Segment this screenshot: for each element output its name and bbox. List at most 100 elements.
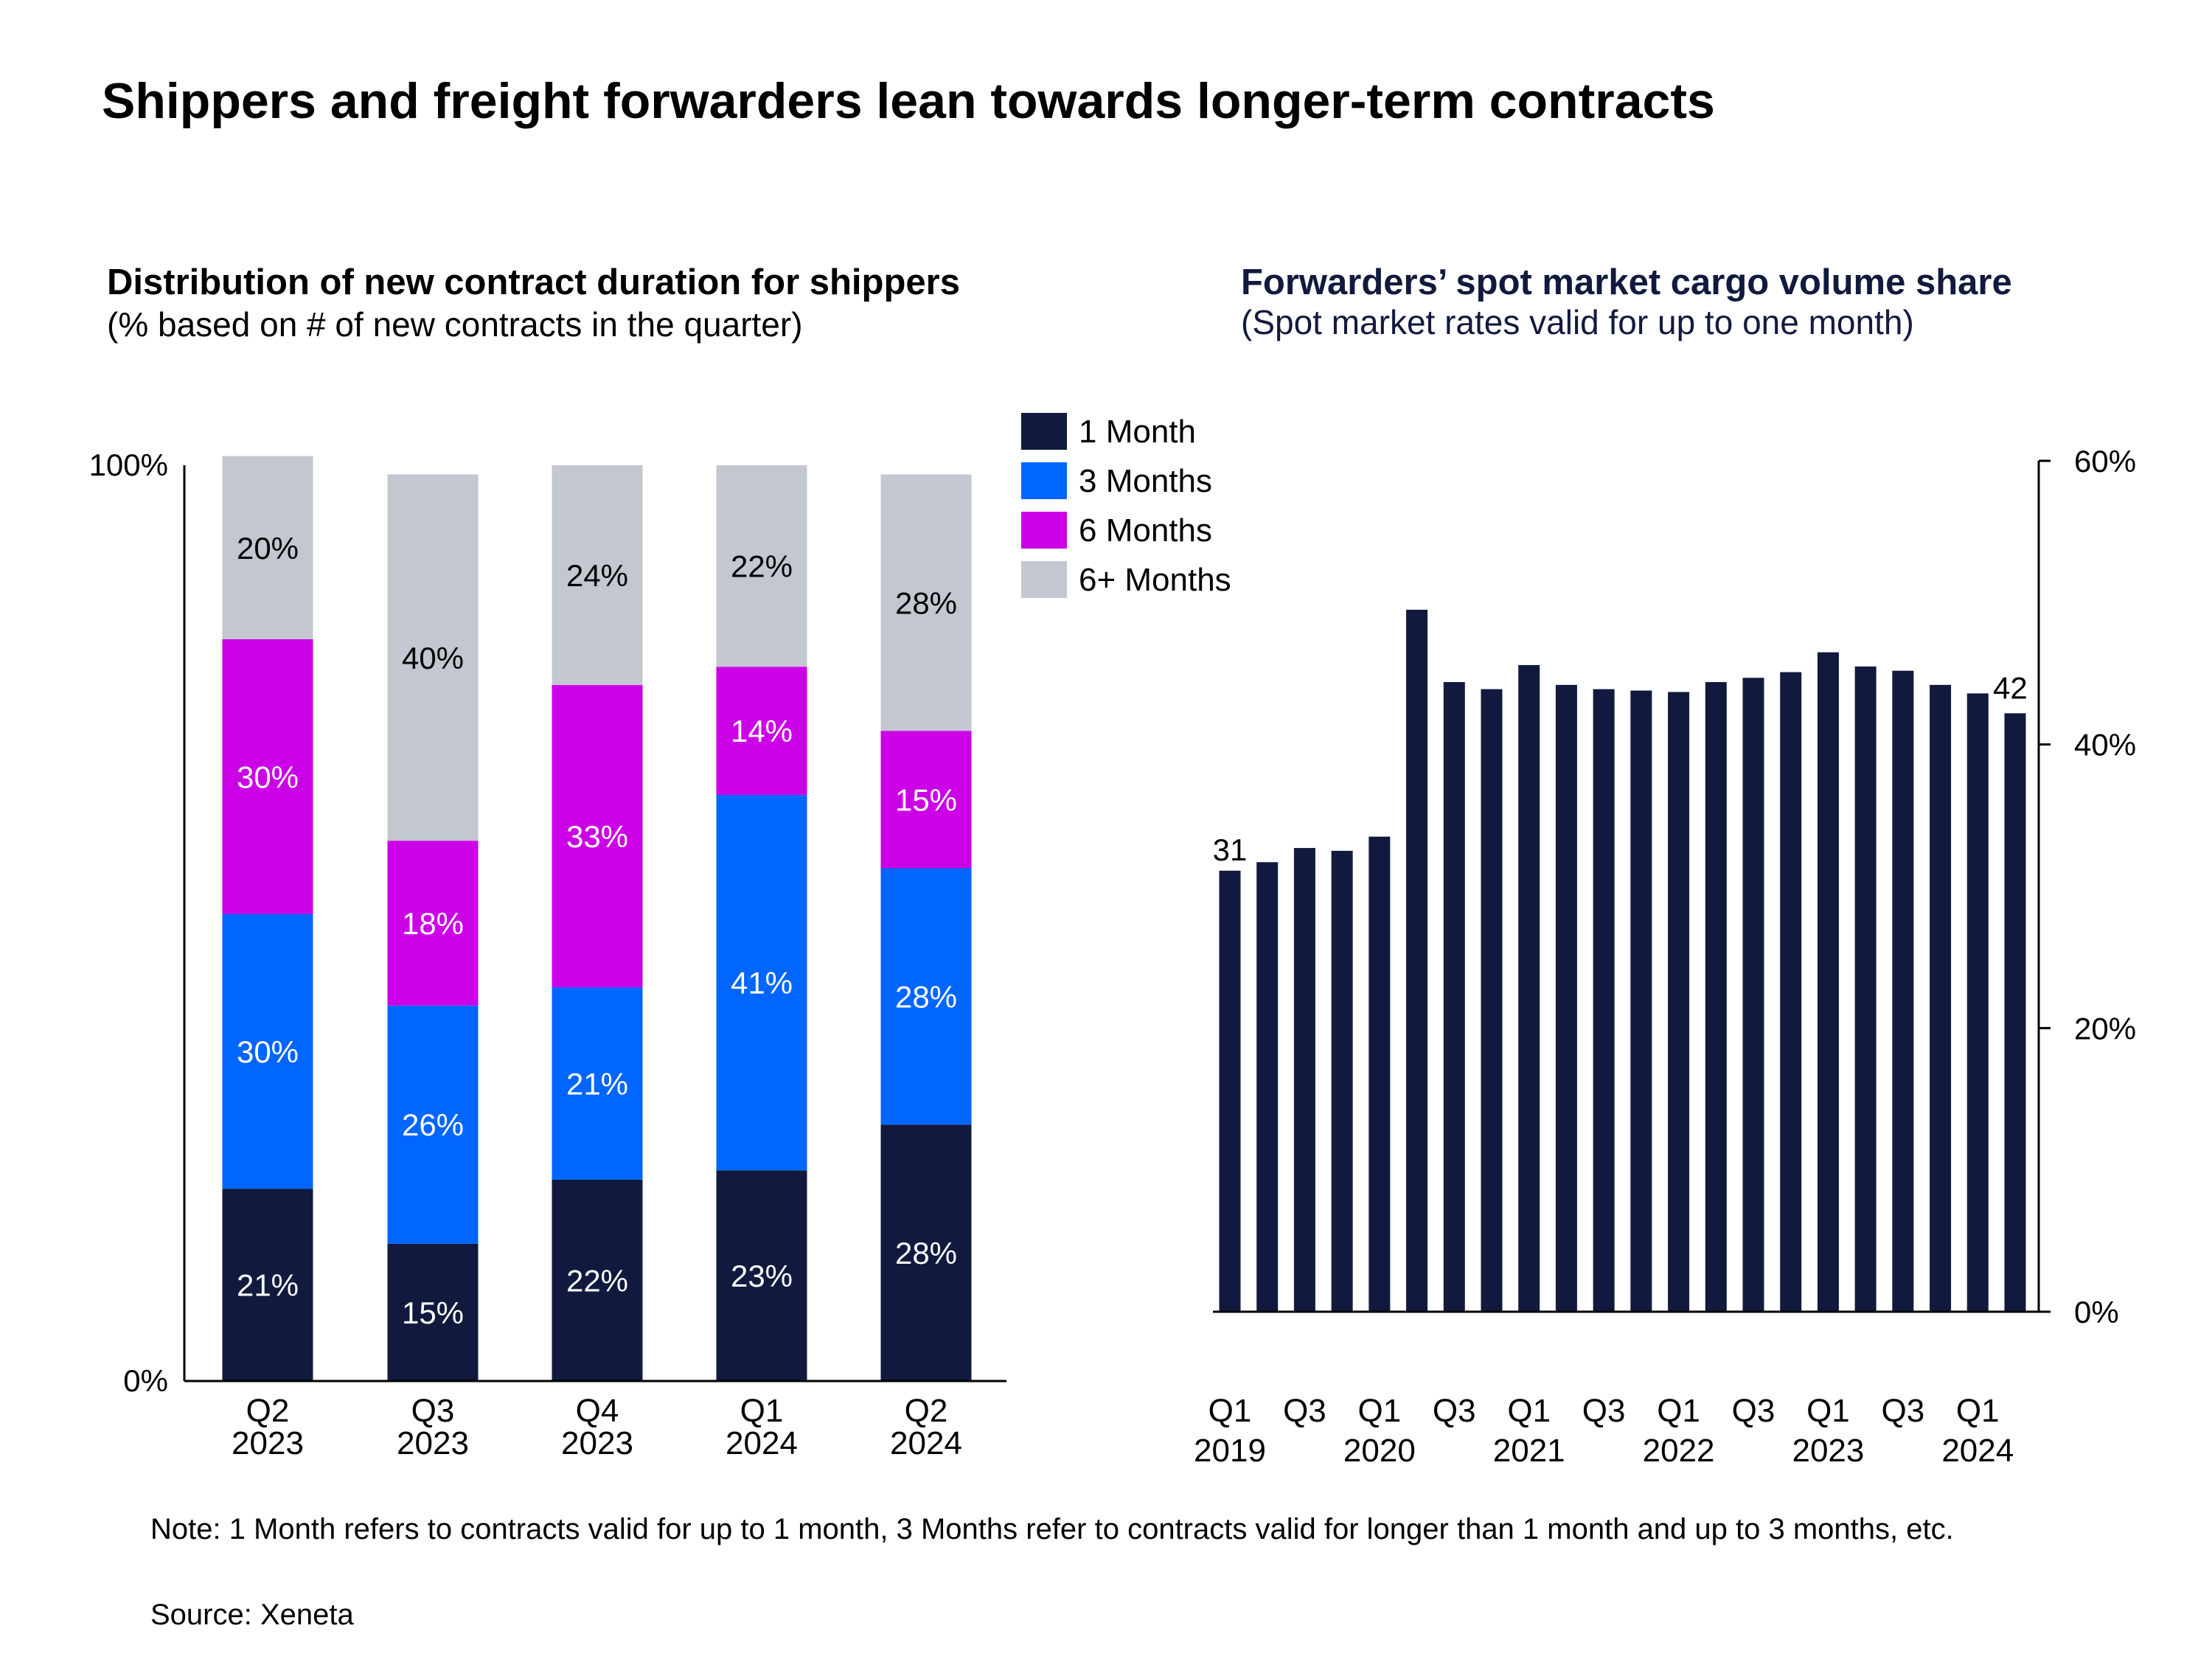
bar-segment-1-month bbox=[716, 1170, 807, 1381]
segment-label: 23% bbox=[731, 1259, 793, 1293]
bar bbox=[1219, 870, 1241, 1312]
bar bbox=[1406, 609, 1428, 1312]
x-tick-label: Q3 bbox=[1882, 1393, 1925, 1429]
y-tick-label: 0% bbox=[123, 1363, 168, 1398]
bar bbox=[1705, 682, 1727, 1312]
segment-label: 24% bbox=[566, 558, 628, 593]
bar-segment-1-month bbox=[222, 1189, 313, 1381]
x-tick-label: Q3 bbox=[411, 1393, 455, 1429]
bar bbox=[1593, 689, 1615, 1312]
spot-share-bar-chart: Q1 2019 Q3 Q1 2020 Q3 Q1 2021 Q3 Q1 2022 Q3 Q1 2023 Q3… bbox=[1194, 444, 2136, 1469]
legend-swatch bbox=[1021, 462, 1067, 499]
segment-label: 28% bbox=[895, 979, 957, 1014]
bar bbox=[1817, 652, 1839, 1312]
bar bbox=[1368, 836, 1391, 1312]
x-tick-label: 2024 bbox=[890, 1425, 962, 1461]
bar bbox=[1742, 678, 1764, 1312]
x-tick-label: Q2 bbox=[905, 1393, 948, 1429]
x-tick-label-year: 2023 bbox=[1792, 1433, 1864, 1469]
footnote: Note: 1 Month refers to contracts valid … bbox=[150, 1513, 1954, 1545]
segment-label: 21% bbox=[566, 1066, 628, 1101]
x-tick-label: 2023 bbox=[397, 1425, 469, 1461]
bar-segment-6-months bbox=[222, 639, 313, 914]
bar bbox=[1518, 664, 1540, 1312]
legend-label: 3 Months bbox=[1079, 463, 1212, 499]
segment-label: 28% bbox=[895, 585, 957, 620]
bar-segment-6-months bbox=[387, 474, 479, 841]
left-chart-subtitle: (% based on # of new contracts in the qu… bbox=[107, 305, 803, 344]
bar bbox=[1780, 672, 1802, 1312]
y-tick-label: 100% bbox=[89, 448, 168, 482]
x-tick-label-year: 2020 bbox=[1343, 1433, 1416, 1469]
segment-label: 30% bbox=[237, 1034, 299, 1069]
bar-segment-6-months bbox=[552, 465, 643, 686]
source-note: Source: Xeneta bbox=[150, 1599, 354, 1631]
segment-label: 22% bbox=[566, 1263, 628, 1298]
bar-segment-6-months bbox=[387, 841, 479, 1006]
segment-label: 22% bbox=[731, 549, 793, 584]
bar-segment-3-months bbox=[387, 1005, 479, 1244]
bar-segment-6-months bbox=[552, 685, 643, 987]
bar bbox=[1854, 666, 1877, 1312]
stacked-bar-chart: 21%30%30%20%Q2202315%26%18%40%Q3202322%2… bbox=[89, 413, 1231, 1461]
bar-segment-3-months bbox=[716, 795, 807, 1171]
legend-label: 1 Month bbox=[1079, 414, 1196, 450]
y-tick-label: 40% bbox=[2074, 728, 2136, 762]
bar bbox=[1443, 682, 1465, 1312]
segment-label: 15% bbox=[895, 782, 957, 817]
legend-swatch bbox=[1021, 561, 1067, 598]
x-tick-label-year: 2019 bbox=[1194, 1433, 1266, 1469]
segment-label: 30% bbox=[237, 759, 299, 794]
bar-segment-6-months bbox=[880, 474, 972, 731]
bar-segment-3-months bbox=[552, 987, 643, 1180]
x-tick-label: Q1 bbox=[1806, 1393, 1850, 1429]
legend-swatch bbox=[1021, 512, 1067, 549]
x-tick-label: Q4 bbox=[576, 1393, 619, 1429]
legend-label: 6+ Months bbox=[1079, 562, 1231, 598]
y-tick-label: 20% bbox=[2074, 1011, 2136, 1046]
segment-label: 40% bbox=[402, 641, 464, 675]
bar-segment-6-months bbox=[880, 731, 972, 869]
segment-label: 20% bbox=[237, 531, 299, 566]
x-tick-label: Q1 bbox=[1507, 1393, 1551, 1429]
segment-label: 33% bbox=[566, 819, 628, 854]
segment-label: 41% bbox=[731, 966, 793, 1001]
y-tick-label: 0% bbox=[2074, 1295, 2119, 1329]
x-tick-label: Q1 bbox=[1657, 1393, 1700, 1429]
bar-segment-1-month bbox=[387, 1243, 479, 1381]
x-tick-label: Q3 bbox=[1732, 1393, 1775, 1429]
x-tick-label-year: 2024 bbox=[1941, 1433, 2014, 1469]
bar-segment-6-months bbox=[222, 456, 313, 639]
x-tick-label: Q1 bbox=[1358, 1393, 1402, 1429]
bar-segment-6-months bbox=[716, 667, 807, 796]
bar-segment-1-month bbox=[552, 1179, 643, 1381]
bar bbox=[1630, 690, 1652, 1312]
page-title: Shippers and freight forwarders lean tow… bbox=[102, 73, 1715, 129]
bar bbox=[1966, 693, 1989, 1312]
y-tick-label: 60% bbox=[2074, 444, 2136, 479]
bar bbox=[1892, 670, 1914, 1312]
segment-label: 28% bbox=[895, 1236, 957, 1270]
segment-label: 15% bbox=[402, 1295, 464, 1330]
x-tick-label: 2024 bbox=[726, 1425, 798, 1461]
segment-label: 18% bbox=[402, 906, 464, 941]
bar bbox=[2004, 713, 2026, 1312]
data-label: 31 bbox=[1213, 832, 1248, 867]
legend-swatch bbox=[1021, 413, 1067, 450]
x-tick-label: Q1 bbox=[740, 1393, 784, 1429]
x-tick-label: Q3 bbox=[1582, 1393, 1626, 1429]
x-tick-label: Q3 bbox=[1433, 1393, 1476, 1429]
x-tick-label: Q1 bbox=[1956, 1393, 2000, 1429]
bar-segment-1-month bbox=[880, 1124, 972, 1381]
x-tick-label-year: 2022 bbox=[1643, 1433, 1715, 1469]
x-tick-label: 2023 bbox=[561, 1425, 633, 1461]
bar-segment-6-months bbox=[716, 465, 807, 667]
bar bbox=[1930, 684, 1952, 1312]
x-tick-label-year: 2021 bbox=[1493, 1433, 1565, 1469]
bar-segment-3-months bbox=[880, 868, 972, 1125]
bar bbox=[1256, 862, 1279, 1312]
right-chart-title: Forwarders’ spot market cargo volume sha… bbox=[1241, 262, 2012, 302]
bar bbox=[1555, 684, 1577, 1312]
bar-segment-3-months bbox=[222, 914, 313, 1189]
